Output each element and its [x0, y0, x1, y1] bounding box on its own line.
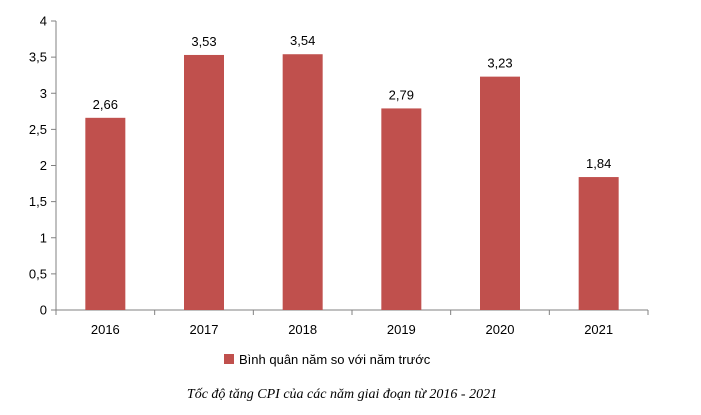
- y-tick-label: 0,5: [29, 266, 47, 281]
- data-labels: 2,66 3,53 3,54 2,79 3,23 1,84: [93, 33, 612, 171]
- bar-2021: [578, 177, 619, 310]
- y-tick-label: 3: [40, 86, 47, 101]
- y-tick-label: 2,5: [29, 122, 47, 137]
- y-tick-label: 3,5: [29, 50, 47, 65]
- x-tick-label-2021: 2021: [584, 322, 613, 337]
- legend: Bình quân năm so với năm trước: [224, 352, 431, 367]
- chart-caption: Tốc độ tăng CPI của các năm giai đoạn từ…: [187, 387, 497, 402]
- data-label-2017: 3,53: [191, 34, 216, 49]
- x-tick-label-2017: 2017: [190, 322, 219, 337]
- data-label-2019: 2,79: [389, 87, 414, 102]
- x-tick-label-2020: 2020: [486, 322, 515, 337]
- legend-swatch: [224, 354, 234, 364]
- bars: [85, 54, 619, 310]
- y-tick-label: 0: [40, 303, 47, 318]
- data-label-2020: 3,23: [487, 56, 512, 71]
- bar-2019: [381, 108, 422, 310]
- y-tick-label: 2: [40, 158, 47, 173]
- data-label-2016: 2,66: [93, 97, 118, 112]
- x-tick-label-2019: 2019: [387, 322, 416, 337]
- bar-2016: [85, 117, 126, 310]
- bar-2020: [480, 76, 520, 310]
- bar-2018: [282, 54, 323, 310]
- bar-2017: [184, 54, 224, 310]
- legend-label: Bình quân năm so với năm trước: [239, 352, 431, 367]
- y-tick-label: 1: [40, 230, 47, 245]
- x-tick-label-2016: 2016: [91, 322, 120, 337]
- x-tick-label-2018: 2018: [288, 322, 317, 337]
- data-label-2018: 3,54: [290, 33, 315, 48]
- y-tick-label: 1,5: [29, 194, 47, 209]
- y-tick-label: 4: [40, 14, 47, 29]
- data-label-2021: 1,84: [586, 156, 611, 171]
